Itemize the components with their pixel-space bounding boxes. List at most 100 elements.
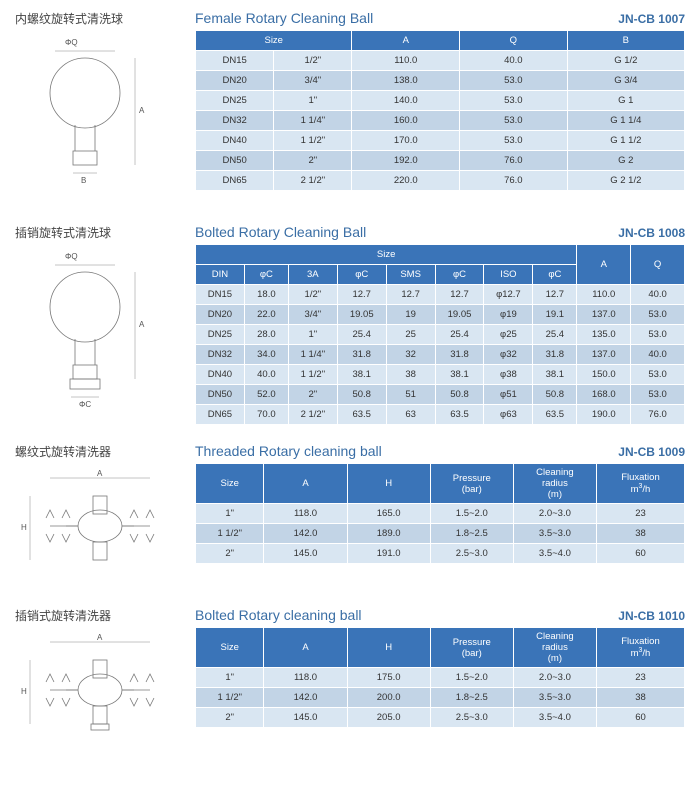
svg-text:ΦQ: ΦQ — [65, 38, 78, 47]
col-header: ISO — [484, 265, 533, 285]
table-cell: 38 — [596, 524, 684, 544]
table-cell: 1.8~2.5 — [430, 688, 513, 708]
right-panel: Bolted Rotary Cleaning Ball JN-CB 1008 S… — [195, 224, 685, 425]
zh-title: 插销式旋转清洗器 — [15, 607, 185, 624]
left-panel: 螺纹式旋转清洗器 A H — [15, 443, 185, 589]
table-cell: 63.5 — [435, 405, 484, 425]
spec-table: SizeAQDINφC3AφCSMSφCISOφCDN1518.01/2"12.… — [195, 244, 685, 425]
table-cell: 2.0~3.0 — [513, 668, 596, 688]
product-section-0: 内螺纹旋转式清洗球 ΦQ B A Female Rotary Cleaning … — [15, 10, 685, 206]
table-cell: DN15 — [196, 51, 274, 71]
col-header: Cleaningradius(m) — [513, 464, 596, 504]
table-cell: DN25 — [196, 91, 274, 111]
en-title: Bolted Rotary Cleaning Ball — [195, 224, 366, 240]
col-header: A — [577, 245, 631, 285]
product-section-2: 螺纹式旋转清洗器 A H Threa — [15, 443, 685, 589]
table-cell: 142.0 — [264, 688, 347, 708]
col-header: DIN — [196, 265, 245, 285]
table-cell: 19.1 — [533, 305, 577, 325]
table-cell: DN40 — [196, 365, 245, 385]
diagram-ball_female: ΦQ B A — [15, 33, 185, 203]
table-cell: 23 — [596, 504, 684, 524]
table-cell: 1.8~2.5 — [430, 524, 513, 544]
table-cell: 50.8 — [337, 385, 386, 405]
col-header: Pressure(bar) — [430, 628, 513, 668]
table-cell: 2" — [196, 708, 264, 728]
table-cell: 110.0 — [577, 285, 631, 305]
table-cell: 38.1 — [337, 365, 386, 385]
table-cell: 2" — [196, 544, 264, 564]
table-cell: 53.0 — [631, 325, 685, 345]
col-header: Fluxationm3/h — [596, 464, 684, 504]
table-cell: G 1 1/2 — [567, 131, 684, 151]
table-cell: 1 1/2" — [288, 365, 337, 385]
table-cell: 110.0 — [352, 51, 460, 71]
table-cell: 53.0 — [631, 305, 685, 325]
table-cell: 3.5~3.0 — [513, 688, 596, 708]
table-cell: 165.0 — [347, 504, 430, 524]
table-cell: 50.8 — [435, 385, 484, 405]
col-header: Size — [196, 628, 264, 668]
col-header: φC — [533, 265, 577, 285]
col-header: Size — [196, 464, 264, 504]
table-cell: 53.0 — [460, 131, 568, 151]
table-cell: 137.0 — [577, 305, 631, 325]
table-cell: 53.0 — [631, 385, 685, 405]
table-cell: 1 1/4" — [274, 111, 352, 131]
right-panel: Female Rotary Cleaning Ball JN-CB 1007 S… — [195, 10, 685, 206]
spec-table: SizeAQBDN151/2"110.040.0G 1/2DN203/4"138… — [195, 30, 685, 191]
table-cell: 192.0 — [352, 151, 460, 171]
col-header: SMS — [386, 265, 435, 285]
table-cell: 168.0 — [577, 385, 631, 405]
table-cell: 3/4" — [274, 71, 352, 91]
table-cell: 118.0 — [264, 668, 347, 688]
table-cell: 2" — [288, 385, 337, 405]
col-header: Cleaningradius(m) — [513, 628, 596, 668]
svg-text:ΦQ: ΦQ — [65, 252, 78, 261]
table-cell: 31.8 — [435, 345, 484, 365]
table-cell: 63.5 — [337, 405, 386, 425]
diagram-ball_bolted: ΦQ ΦC A — [15, 247, 185, 417]
table-cell: 70.0 — [244, 405, 288, 425]
product-section-1: 插销旋转式清洗球 ΦQ ΦC A Bolted Rotary Cleaning … — [15, 224, 685, 425]
table-cell: 1 1/2" — [196, 524, 264, 544]
table-cell: 135.0 — [577, 325, 631, 345]
table-cell: 50.8 — [533, 385, 577, 405]
right-panel: Threaded Rotary cleaning ball JN-CB 1009… — [195, 443, 685, 589]
svg-text:A: A — [97, 469, 103, 478]
table-cell: 1 1/4" — [288, 345, 337, 365]
zh-title: 螺纹式旋转清洗器 — [15, 443, 185, 460]
table-cell: 3.5~4.0 — [513, 544, 596, 564]
table-cell: G 1 — [567, 91, 684, 111]
table-cell: 1" — [196, 504, 264, 524]
left-panel: 插销旋转式清洗球 ΦQ ΦC A — [15, 224, 185, 425]
table-cell: DN20 — [196, 305, 245, 325]
table-cell: 3.5~4.0 — [513, 708, 596, 728]
table-cell: DN20 — [196, 71, 274, 91]
table-cell: 40.0 — [631, 285, 685, 305]
table-cell: 191.0 — [347, 544, 430, 564]
table-cell: 40.0 — [460, 51, 568, 71]
table-cell: 31.8 — [337, 345, 386, 365]
table-cell: 31.8 — [533, 345, 577, 365]
table-cell: 76.0 — [460, 151, 568, 171]
table-cell: 2" — [274, 151, 352, 171]
table-cell: 200.0 — [347, 688, 430, 708]
table-cell: φ38 — [484, 365, 533, 385]
table-cell: 190.0 — [577, 405, 631, 425]
table-cell: 12.7 — [337, 285, 386, 305]
table-cell: 25.4 — [435, 325, 484, 345]
table-cell: DN32 — [196, 345, 245, 365]
table-cell: 145.0 — [264, 544, 347, 564]
table-cell: 140.0 — [352, 91, 460, 111]
product-code: JN-CB 1009 — [618, 445, 685, 459]
table-cell: φ19 — [484, 305, 533, 325]
table-cell: DN65 — [196, 405, 245, 425]
table-cell: 1/2" — [288, 285, 337, 305]
product-section-3: 插销式旋转清洗器 A H Bolte — [15, 607, 685, 753]
table-cell: 63 — [386, 405, 435, 425]
en-title: Female Rotary Cleaning Ball — [195, 10, 373, 26]
table-cell: 1.5~2.0 — [430, 504, 513, 524]
table-cell: 38.1 — [435, 365, 484, 385]
table-cell: 2.0~3.0 — [513, 504, 596, 524]
